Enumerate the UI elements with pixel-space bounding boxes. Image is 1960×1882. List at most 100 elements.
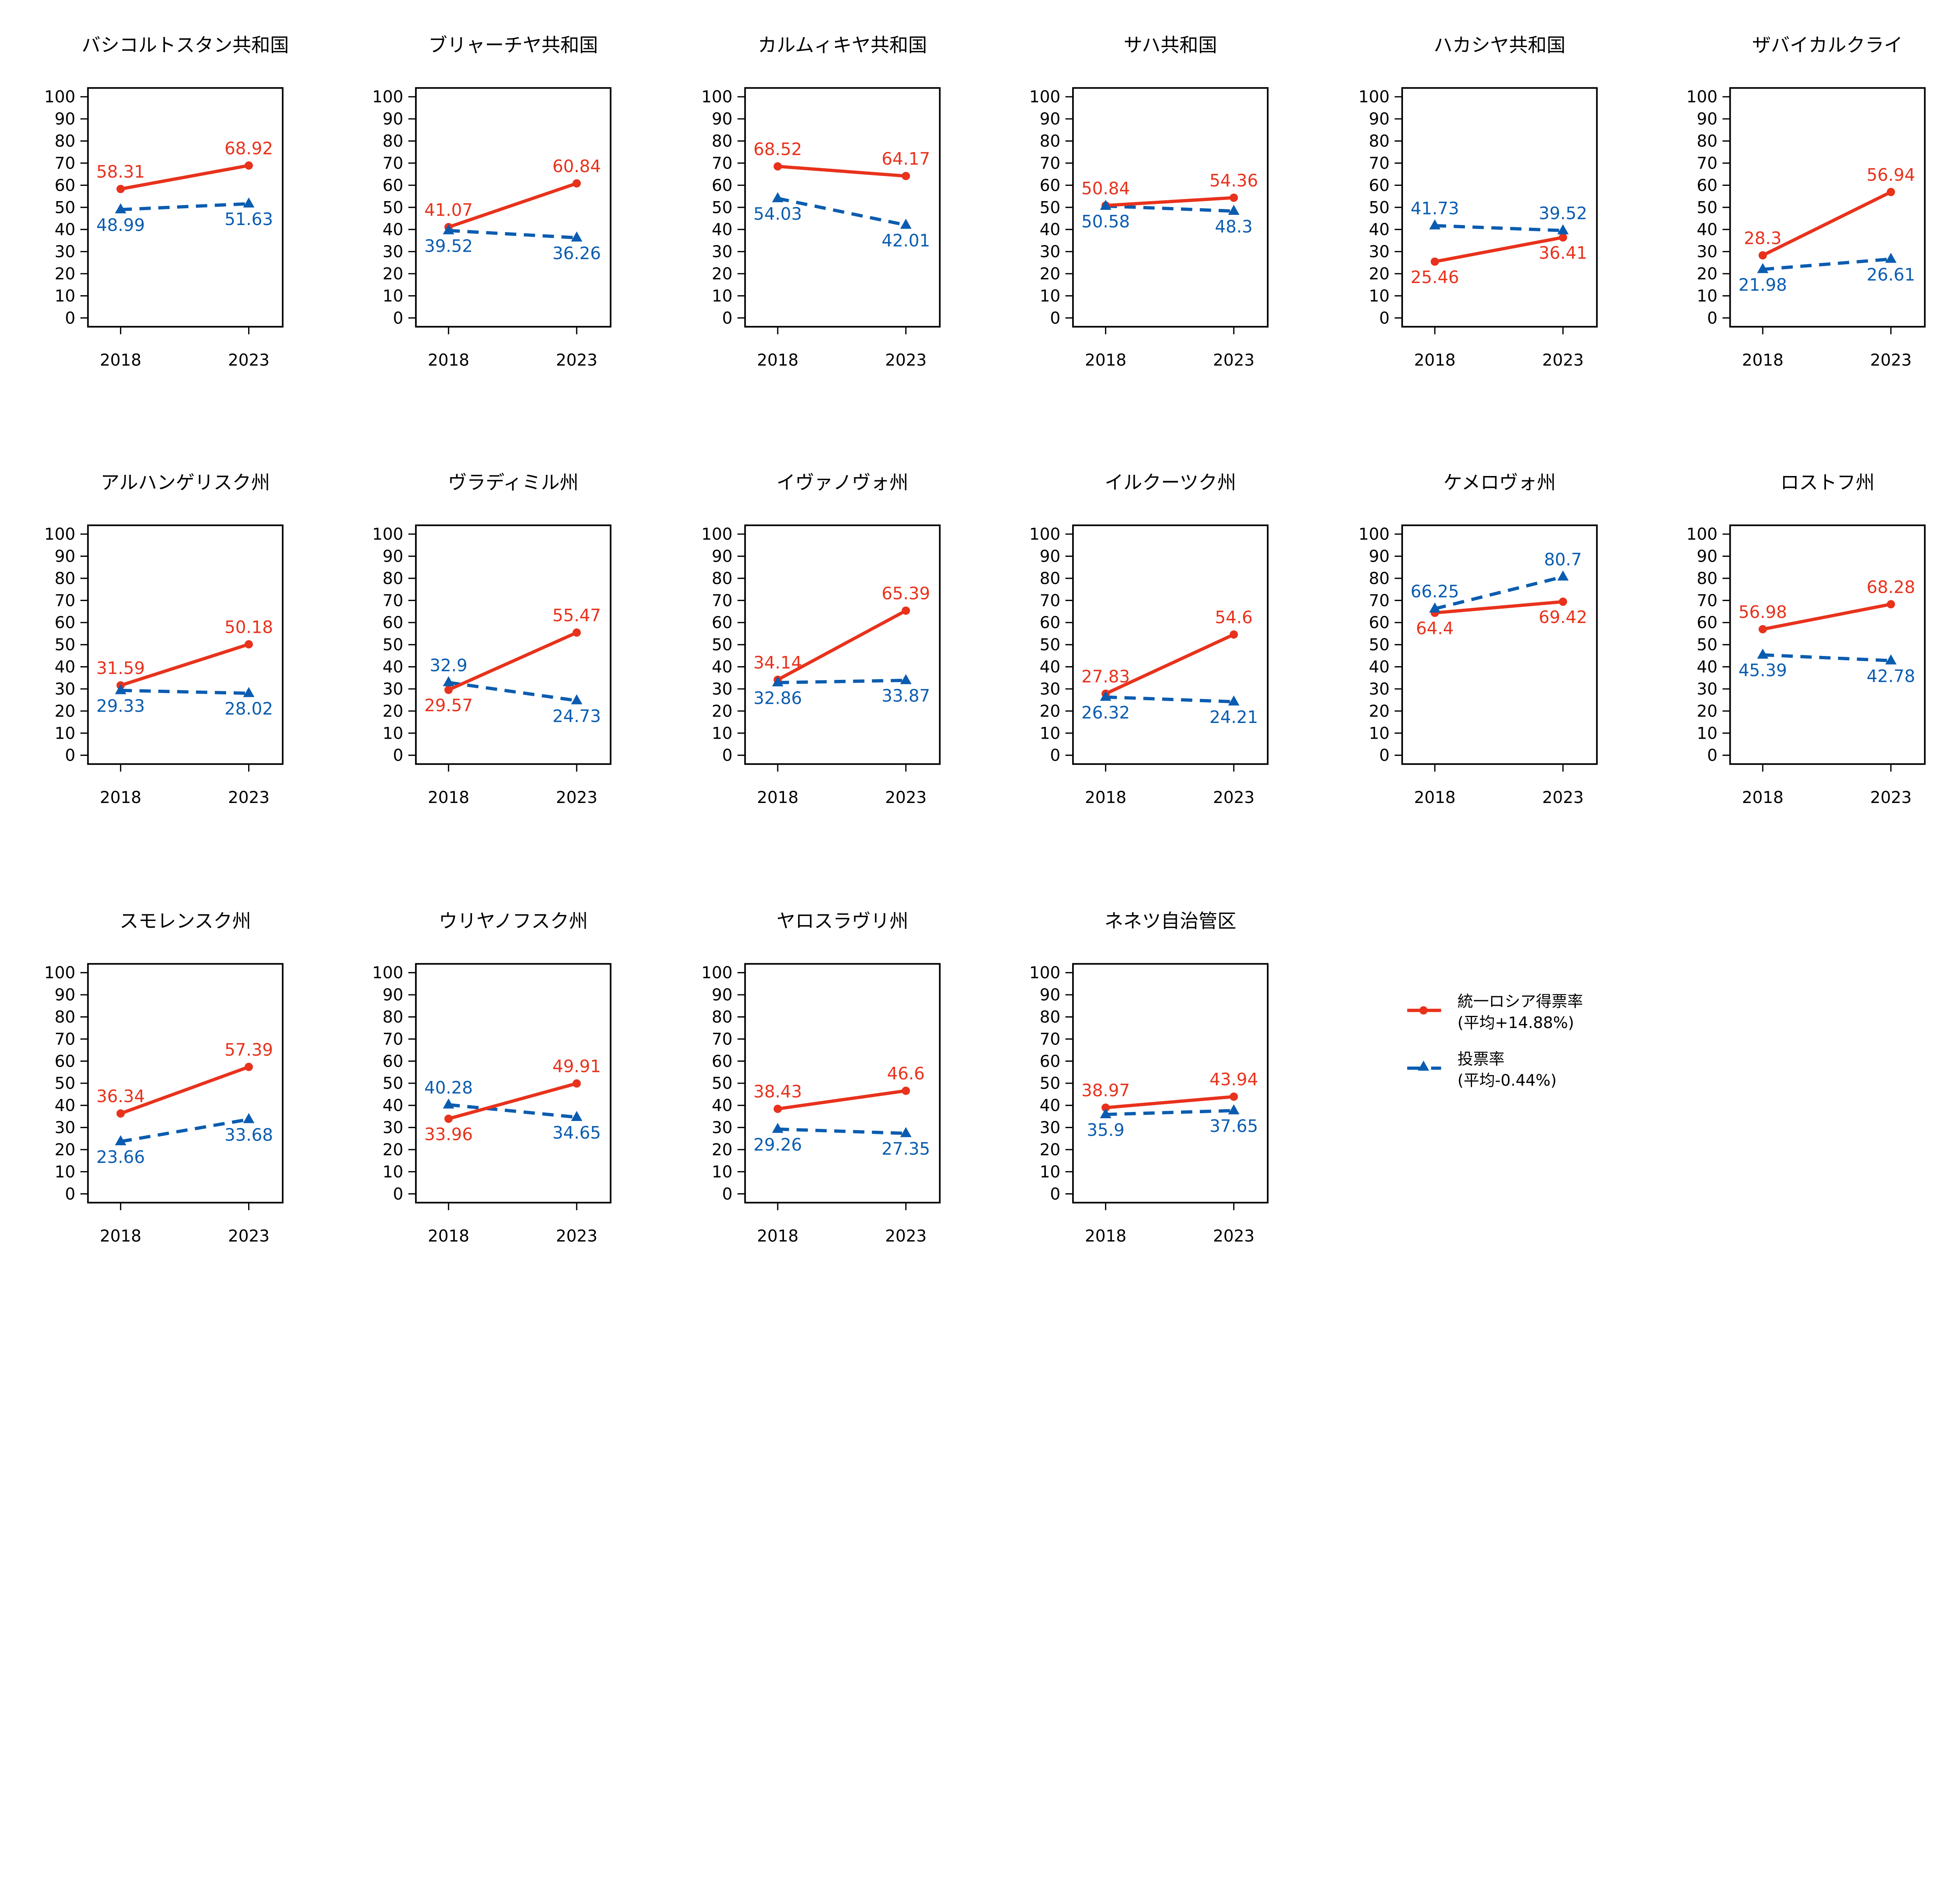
- y-tick-label: 0: [1050, 746, 1061, 765]
- y-tick-label: 90: [1369, 109, 1390, 129]
- united-russia-point: [1101, 1103, 1110, 1112]
- x-tick-label: 2023: [228, 351, 270, 370]
- united-russia-line: [1434, 600, 1563, 615]
- y-tick-label: 80: [712, 1007, 733, 1026]
- turnout-label: 29.33: [96, 696, 145, 716]
- united-russia-point: [444, 685, 453, 694]
- united-russia-label: 58.31: [96, 162, 145, 182]
- y-tick-label: 0: [1707, 308, 1718, 327]
- y-tick-label: 90: [1697, 547, 1717, 566]
- turnout-line: [448, 1103, 577, 1119]
- y-tick-label: 90: [383, 547, 403, 566]
- turnout-label: 54.03: [753, 205, 802, 224]
- united-russia-label: 36.34: [96, 1087, 145, 1106]
- turnout-line: [1105, 204, 1234, 213]
- turnout-point: [1100, 200, 1111, 210]
- y-tick-label: 20: [54, 701, 75, 721]
- panel-title: ザバイカルクライ: [1752, 34, 1903, 56]
- y-tick-label: 30: [383, 679, 403, 698]
- turnout-point: [1757, 263, 1769, 273]
- y-tick-label: 10: [54, 723, 75, 743]
- x-tick-label: 2023: [1542, 351, 1584, 370]
- united-russia-label: 68.28: [1867, 578, 1915, 597]
- y-tick-label: 60: [383, 176, 403, 195]
- y-tick-label: 100: [44, 525, 76, 544]
- turnout-label: 37.65: [1210, 1117, 1258, 1136]
- y-tick-label: 100: [372, 963, 403, 982]
- turnout-label: 66.25: [1410, 582, 1459, 602]
- y-tick-label: 30: [1697, 679, 1717, 698]
- panel-title: イルクーツク州: [1105, 472, 1236, 494]
- y-tick-label: 90: [383, 109, 403, 129]
- united-russia-label: 28.3: [1744, 229, 1782, 248]
- turnout-label: 48.99: [96, 216, 145, 235]
- y-tick-label: 20: [54, 264, 75, 283]
- y-tick-label: 10: [1040, 286, 1060, 305]
- united-russia-line: [448, 1082, 577, 1121]
- y-tick-label: 40: [383, 657, 403, 676]
- plot-frame: [1072, 524, 1269, 765]
- united-russia-point: [116, 185, 125, 193]
- x-tick-label: 2018: [757, 788, 799, 807]
- y-tick-label: 30: [1040, 679, 1060, 698]
- y-tick-label: 80: [383, 569, 403, 588]
- y-tick-label: 90: [54, 109, 75, 129]
- y-tick-label: 10: [1369, 286, 1390, 305]
- y-tick-label: 50: [1040, 198, 1060, 217]
- y-tick-label: 60: [1369, 176, 1390, 195]
- y-tick-label: 80: [54, 1007, 75, 1026]
- y-tick-label: 80: [1369, 131, 1390, 151]
- y-tick-label: 30: [1697, 242, 1717, 261]
- turnout-label: 40.28: [424, 1078, 473, 1098]
- turnout-label: 39.52: [424, 236, 473, 256]
- turnout-line: [120, 202, 249, 211]
- x-tick-label: 2018: [1742, 788, 1784, 807]
- y-tick-label: 40: [712, 1096, 733, 1115]
- y-tick-label: 20: [712, 264, 733, 283]
- united-russia-label: 65.39: [882, 584, 930, 604]
- united-russia-line: [777, 1089, 906, 1111]
- y-tick-label: 70: [383, 1029, 403, 1048]
- x-tick-label: 2018: [1085, 351, 1127, 370]
- y-tick-label: 50: [383, 198, 403, 217]
- y-tick-label: 0: [65, 746, 76, 765]
- y-tick-label: 70: [54, 153, 75, 173]
- y-tick-label: 0: [722, 308, 733, 327]
- y-tick-label: 20: [712, 701, 733, 721]
- x-tick-label: 2018: [428, 788, 469, 807]
- y-tick-label: 10: [54, 286, 75, 305]
- y-tick-label: 70: [1040, 591, 1060, 610]
- y-tick-label: 20: [1697, 701, 1717, 721]
- united-russia-label: 64.4: [1416, 619, 1454, 638]
- turnout-point: [443, 224, 454, 234]
- y-tick-label: 60: [1040, 176, 1060, 195]
- panel: ウリヤノフスク州 0 10 20 30 40 50 60 70 80 90 100 2018 2023 33…: [372, 910, 612, 1246]
- turnout-point: [1885, 253, 1897, 263]
- turnout-label: 33.68: [225, 1125, 273, 1145]
- panel-title: ヴラディミル州: [448, 472, 579, 494]
- y-tick-label: 0: [1050, 1184, 1061, 1203]
- x-tick-label: 2023: [228, 788, 270, 807]
- y-tick-label: 50: [1697, 198, 1717, 217]
- y-tick-label: 80: [1040, 1007, 1060, 1026]
- x-tick-label: 2023: [1213, 1226, 1254, 1246]
- turnout-point: [1557, 570, 1569, 581]
- turnout-label: 34.65: [552, 1123, 601, 1143]
- y-tick-label: 10: [383, 723, 403, 743]
- x-tick-label: 2018: [1414, 788, 1455, 807]
- y-tick-label: 40: [1040, 657, 1060, 676]
- y-tick-label: 70: [1040, 153, 1060, 173]
- y-tick-label: 80: [383, 131, 403, 151]
- turnout-point: [772, 676, 784, 687]
- y-tick-label: 70: [1040, 1029, 1060, 1048]
- x-tick-label: 2023: [1870, 351, 1912, 370]
- united-russia-label: 57.39: [225, 1040, 273, 1060]
- y-tick-label: 90: [54, 547, 75, 566]
- y-tick-label: 70: [712, 591, 733, 610]
- united-russia-point: [902, 1086, 910, 1095]
- y-tick-label: 90: [1369, 547, 1390, 566]
- y-tick-label: 20: [1040, 701, 1060, 721]
